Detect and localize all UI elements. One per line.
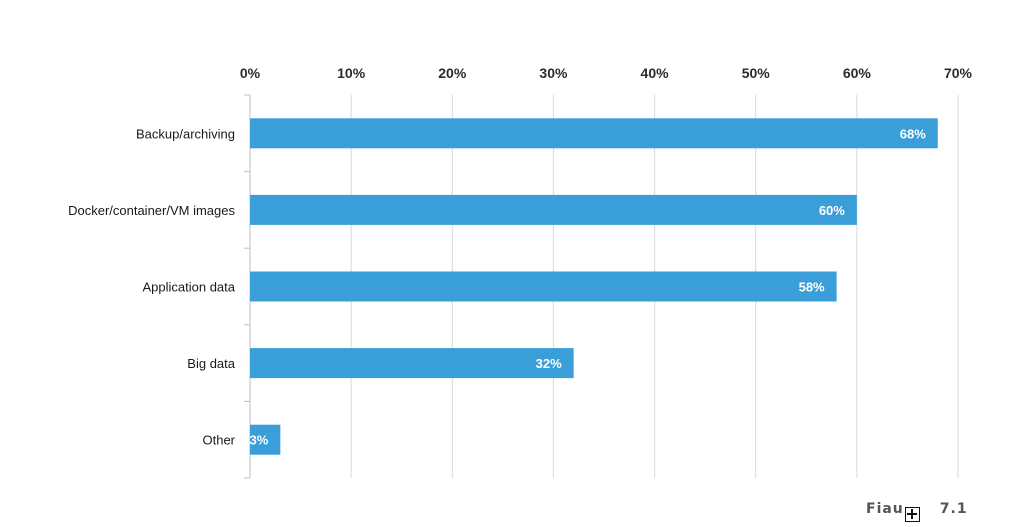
- data-label: 68%: [900, 126, 926, 141]
- expand-box-icon[interactable]: [904, 506, 920, 522]
- x-tick-label: 20%: [438, 65, 467, 81]
- bar: [250, 348, 574, 379]
- bar: [250, 424, 281, 455]
- bar: [250, 194, 857, 225]
- figure-caption: Fiau 7.1: [866, 501, 968, 522]
- x-tick-label: 0%: [240, 65, 261, 81]
- bars: [250, 118, 938, 455]
- caption-number: 7.1: [939, 501, 968, 517]
- x-tick-label: 10%: [337, 65, 366, 81]
- x-tick-label: 70%: [944, 65, 973, 81]
- category-label: Backup/archiving: [136, 126, 235, 141]
- x-tick-label: 40%: [641, 65, 670, 81]
- x-tick-label: 30%: [539, 65, 568, 81]
- caption-prefix: Fiau: [866, 501, 904, 517]
- data-label: 3%: [250, 433, 269, 448]
- category-label: Application data: [142, 280, 235, 295]
- category-label: Other: [202, 433, 235, 448]
- bar: [250, 118, 938, 149]
- data-label: 60%: [819, 203, 845, 218]
- labels: 0% 10% 20% 30% 40% 50% 60% 70% Backup/archiving 6…: [68, 65, 972, 448]
- bar: [250, 271, 837, 302]
- x-tick-label: 60%: [843, 65, 872, 81]
- data-label: 58%: [799, 280, 825, 295]
- data-label: 32%: [536, 356, 562, 371]
- x-tick-label: 50%: [742, 65, 771, 81]
- category-label: Docker/container/VM images: [68, 203, 235, 218]
- category-label: Big data: [187, 356, 235, 371]
